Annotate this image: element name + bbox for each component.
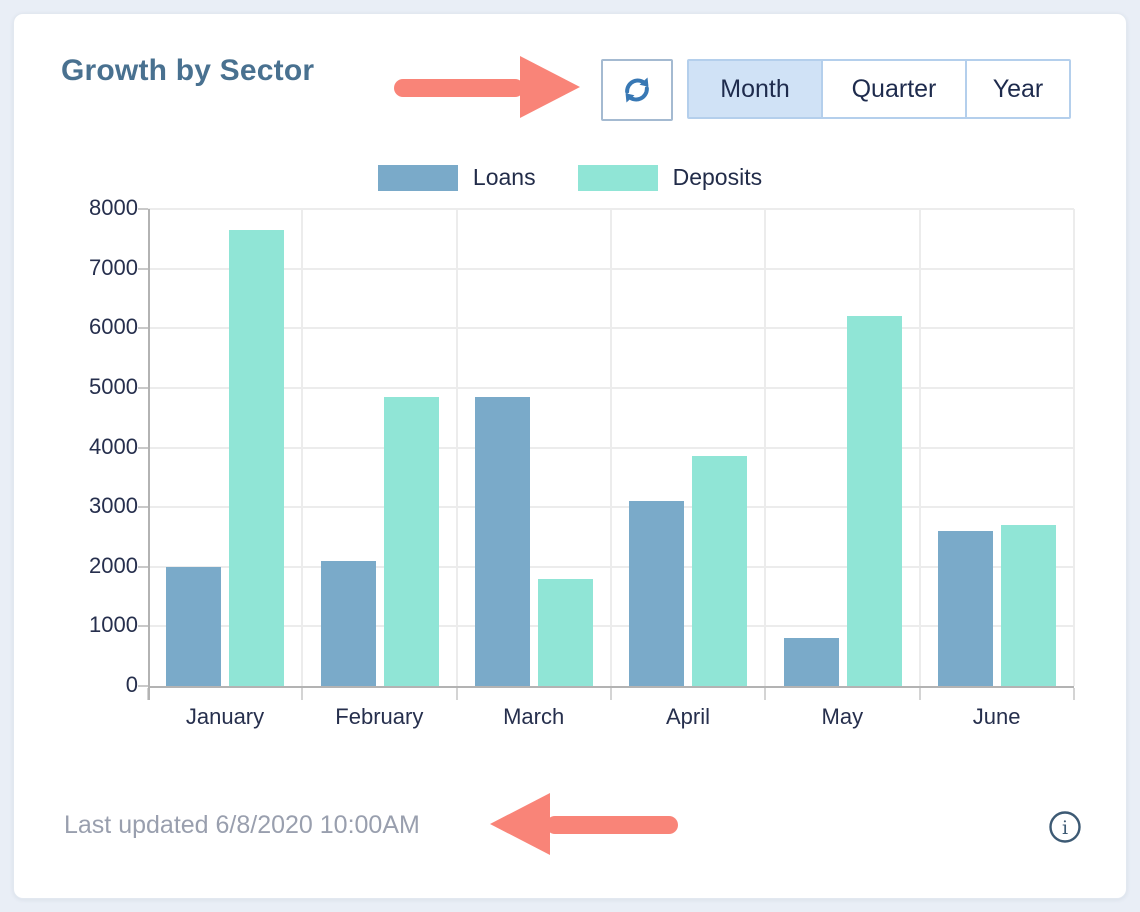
y-axis-tick [138,625,148,628]
tab-year-label: Year [992,74,1044,103]
bar-loans-february [320,560,376,686]
x-axis-tick [764,688,767,700]
bar-loans-may [783,638,839,686]
chart-legend: Loans Deposits [14,164,1126,191]
gridline [455,209,458,686]
last-updated-text: Last updated 6/8/2020 10:00AM [64,811,420,839]
annotation-arrow-left-icon [490,793,678,855]
y-axis-tick [138,267,148,270]
y-axis-tick [138,446,148,449]
tab-month[interactable]: Month [689,61,821,117]
x-axis-label: June [972,704,1021,729]
bar-deposits-may [846,316,902,686]
bar-deposits-march [537,578,593,686]
y-axis-label: 3000 [89,493,138,519]
x-axis-label: May [821,704,864,729]
y-axis-tick [138,386,148,389]
y-axis-label: 0 [125,672,138,697]
legend-label-loans: Loans [472,164,536,190]
tab-month-label: Month [720,74,790,103]
y-axis [148,209,150,700]
timeframe-segmented-control: Month Quarter Year [687,59,1071,119]
y-axis-label: 6000 [89,314,138,340]
gridline [918,209,921,686]
legend-label-deposits: Deposits [672,164,763,190]
y-axis-label: 5000 [89,373,138,399]
y-axis-tick [138,685,148,687]
gridline [610,209,612,686]
page-title: Growth by Sector [61,54,315,87]
x-axis-label: April [665,704,710,729]
bar-loans-april [629,501,685,686]
gridline [301,209,304,686]
y-axis-label: 1000 [89,612,138,638]
x-axis-tick [301,688,304,700]
legend-item-deposits: Deposits [577,164,763,191]
legend-item-loans: Loans [377,164,536,191]
bar-loans-january [166,566,222,686]
loans-swatch [377,164,458,191]
y-axis-label: 7000 [89,254,138,280]
y-axis-tick [138,208,148,210]
deposits-swatch [577,164,658,191]
x-axis-tick [1073,688,1075,700]
tab-quarter[interactable]: Quarter [821,61,965,117]
growth-by-sector-card: Growth by Sector Month Quarter Year Loan… [13,13,1127,899]
gridline [764,209,767,686]
y-axis-label: 8000 [89,195,138,220]
svg-text:i: i [1062,817,1068,839]
bar-loans-march [474,396,530,686]
info-button[interactable]: i [1045,807,1085,847]
y-axis-tick [138,506,148,509]
x-axis-label: February [335,704,424,729]
bar-deposits-june [1000,525,1056,686]
tab-quarter-label: Quarter [851,74,937,103]
bar-deposits-january [229,229,285,686]
sync-icon [625,77,649,103]
gridline [1073,209,1075,686]
bar-chart-plot: 0 1000 2000 3000 4000 5000 6000 7000 8000 January… [89,197,1075,729]
bar-deposits-april [692,456,748,686]
info-icon: i [1049,811,1081,843]
y-axis-tick [138,565,148,568]
y-axis-label: 2000 [89,552,138,578]
bar-loans-june [937,530,993,686]
annotation-arrow-right-icon [394,56,580,118]
bar-deposits-february [383,396,439,686]
x-axis-tick [610,688,612,700]
y-axis-tick [138,327,148,330]
refresh-button[interactable] [601,59,673,121]
x-axis-label: January [185,704,265,729]
x-axis-tick [918,688,921,700]
y-axis-label: 4000 [89,433,138,459]
x-axis-tick [455,688,458,700]
tab-year[interactable]: Year [965,61,1069,117]
x-axis [148,686,1074,688]
x-axis-label: March [503,704,565,729]
